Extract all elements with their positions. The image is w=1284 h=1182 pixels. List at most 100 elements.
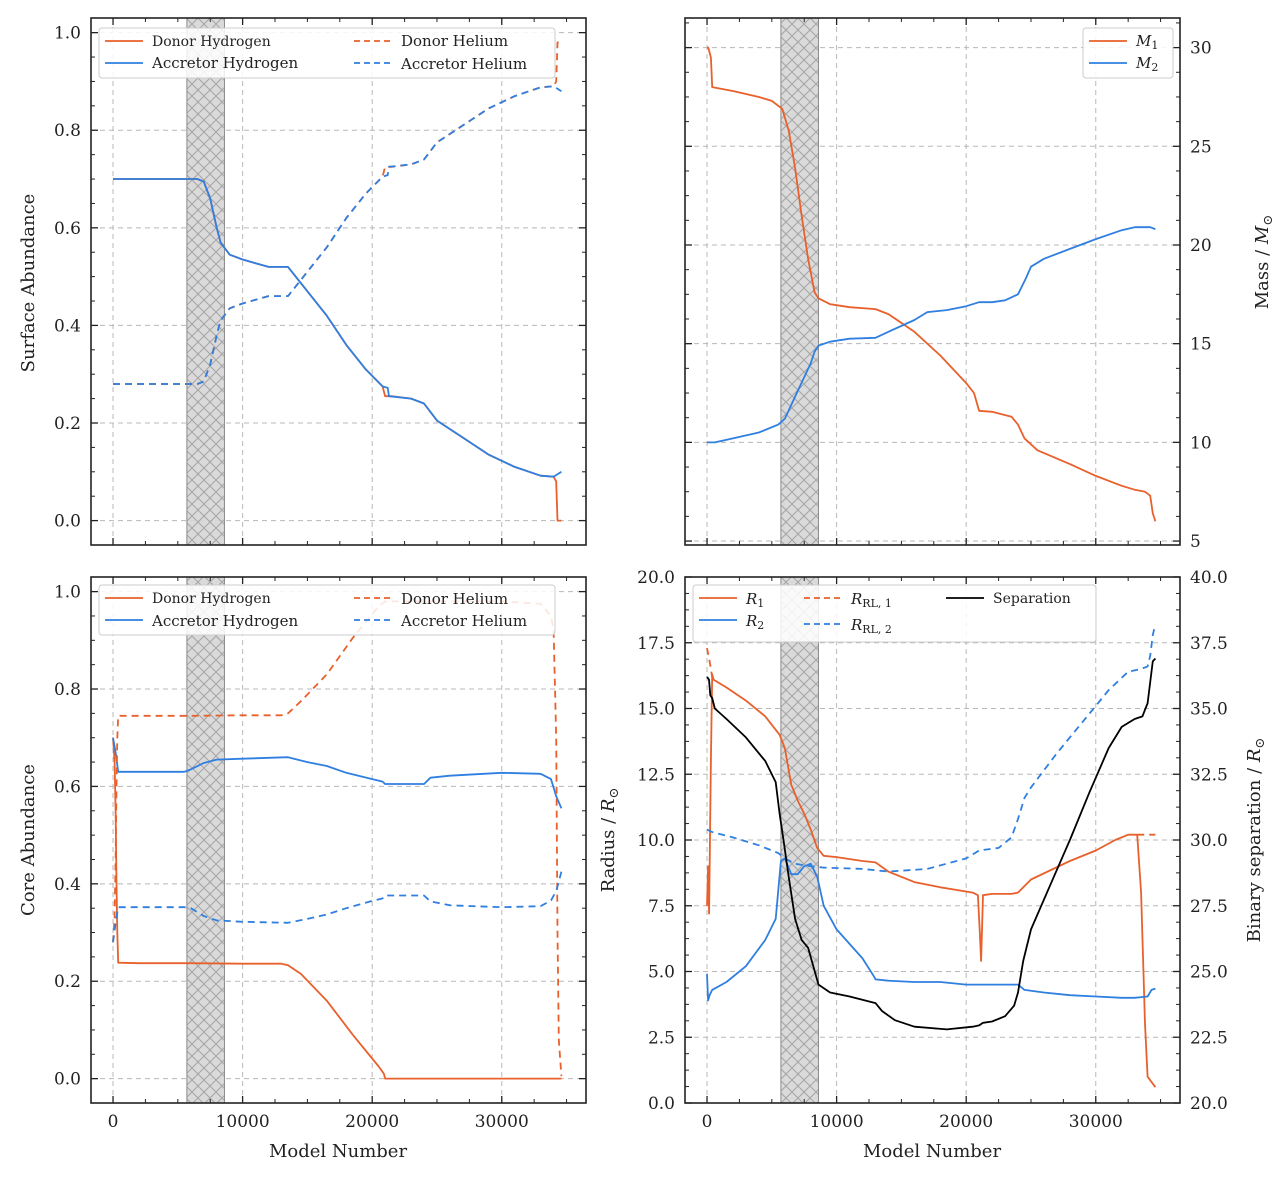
y2-tick-label: 37.5 xyxy=(1190,634,1228,654)
y-tick-label: 20 xyxy=(1190,236,1212,256)
y-axis-label: Radius / R⊙ xyxy=(598,788,622,893)
legend-label-rl2: RRL, 2 xyxy=(850,616,892,636)
y-tick-label: 7.5 xyxy=(648,897,675,917)
legend-symbol-m2: M xyxy=(1135,54,1152,72)
y-tick-label: 15 xyxy=(1190,335,1212,355)
series-line-accretor-helium xyxy=(113,85,562,385)
y2-tick-label: 27.5 xyxy=(1190,897,1228,917)
x-tick-label: 20000 xyxy=(345,1112,399,1132)
series-line-donor-hydrogen xyxy=(112,737,562,1080)
grid xyxy=(685,577,1180,1103)
legend: R1 R2 RRL, 1 RRL, 2 Separation xyxy=(692,584,1097,643)
y-tick-label: 17.5 xyxy=(637,634,675,654)
grid xyxy=(685,18,1180,545)
y-tick-label: 1.0 xyxy=(54,583,81,603)
y-tick-label: 0.0 xyxy=(54,1070,81,1090)
legend-label-accretor-helium: Accretor Helium xyxy=(400,55,527,73)
x-tick-label: 0 xyxy=(108,1112,119,1132)
y2-tick-label: 32.5 xyxy=(1190,765,1228,785)
y-axis-label: Core Abundance xyxy=(18,764,39,916)
legend-label-accretor-hydrogen: Accretor Hydrogen xyxy=(151,54,299,72)
y-axis-label-subscript: ⊙ xyxy=(1261,215,1276,226)
legend: M1 M2 xyxy=(1082,27,1174,79)
y-tick-label: 1.0 xyxy=(54,24,81,44)
legend-label-accretor-helium: Accretor Helium xyxy=(400,612,527,630)
ticks: 0.0 0.2 0.4 0.6 0.8 1.0 xyxy=(54,18,586,545)
y2-tick-label: 40.0 xyxy=(1190,568,1228,588)
y-axis-label: Surface Abundance xyxy=(18,194,39,373)
y-tick-label: 0.2 xyxy=(54,972,81,992)
grid xyxy=(91,577,586,1103)
y-tick-label: 30 xyxy=(1190,39,1212,59)
legend-label-donor-helium: Donor Helium xyxy=(401,590,508,608)
legend-label-r1: R1 xyxy=(745,590,764,610)
y-tick-label: 15.0 xyxy=(637,700,675,720)
series-layer xyxy=(707,46,1157,522)
series-line-m2 xyxy=(707,226,1156,444)
legend-subscript-rl1: RL, 1 xyxy=(862,597,892,610)
y2-tick-label: 25.0 xyxy=(1190,963,1228,983)
y2-axis-label-subscript: ⊙ xyxy=(1253,738,1268,749)
y-tick-label: 0.4 xyxy=(54,316,81,336)
series-line-m1 xyxy=(707,46,1157,522)
y-tick-label: 0.8 xyxy=(54,121,81,141)
y2-tick-label: 20.0 xyxy=(1190,1094,1228,1114)
ticks: 0 10000 20000 30000 0.0 2.5 5.0 7.5 10.0 12.5 15.0… xyxy=(637,568,1180,1132)
axes-frame xyxy=(90,17,587,546)
y-tick-label: 5 xyxy=(1190,532,1201,552)
series-layer xyxy=(112,600,563,1080)
y-tick-label: 0.6 xyxy=(54,777,81,797)
legend-symbol-r1: R xyxy=(745,590,757,608)
y-tick-label: 0.8 xyxy=(54,680,81,700)
ticks-right: 20.0 22.5 25.0 27.5 30.0 32.5 35.0 37.5 40.0 xyxy=(1190,568,1228,1114)
series-line-donor-helium xyxy=(112,600,563,1077)
legend: Donor Hydrogen Accretor Hydrogen Donor H… xyxy=(98,27,556,79)
series-layer xyxy=(113,41,562,522)
series-line-separation xyxy=(706,657,1157,1031)
series-line-accretor-hydrogen xyxy=(113,178,562,478)
legend-subscript-r1: 1 xyxy=(757,597,764,610)
legend-label-m2: M2 xyxy=(1135,54,1158,74)
legend-label-m1: M1 xyxy=(1135,32,1158,52)
legend-subscript-m1: 1 xyxy=(1151,39,1158,52)
y-tick-label: 0.0 xyxy=(54,512,81,532)
x-tick-label: 30000 xyxy=(1069,1112,1123,1132)
legend-label-accretor-hydrogen: Accretor Hydrogen xyxy=(151,612,299,630)
legend-symbol-rl2: R xyxy=(850,616,862,634)
legend-symbol-m1: M xyxy=(1135,32,1152,50)
y-tick-label: 5.0 xyxy=(648,963,675,983)
shaded-region xyxy=(780,576,819,1104)
legend: Donor Hydrogen Accretor Hydrogen Donor H… xyxy=(98,584,556,636)
ticks: 0 10000 20000 30000 0.0 0.2 0.4 0.6 0.8 1.0 xyxy=(54,577,586,1132)
x-tick-label: 20000 xyxy=(939,1112,993,1132)
series-line-accretor-helium xyxy=(112,871,563,943)
legend-symbol-r2: R xyxy=(745,612,757,630)
y-tick-label: 25 xyxy=(1190,137,1212,157)
surface-abundance-panel: 0.0 0.2 0.4 0.6 0.8 1.0 Surface Abundance Don… xyxy=(18,17,587,546)
series-line-r1 xyxy=(706,673,1157,1088)
core-abundance-panel: 0 10000 20000 30000 0.0 0.2 0.4 0.6 0.8 1.0 Core … xyxy=(18,576,587,1162)
legend-subscript-r2: 2 xyxy=(757,619,764,632)
x-tick-label: 30000 xyxy=(475,1112,529,1132)
shaded-region xyxy=(186,576,225,1104)
y-tick-label: 0.2 xyxy=(54,414,81,434)
y-tick-label: 2.5 xyxy=(648,1028,675,1048)
series-line-accretor-hydrogen xyxy=(112,737,563,809)
y-tick-label: 10 xyxy=(1190,433,1212,453)
axes-frame xyxy=(684,576,1181,1104)
legend-label-donor-helium: Donor Helium xyxy=(401,32,508,50)
y-tick-label: 0.4 xyxy=(54,875,81,895)
legend-subscript-rl2: RL, 2 xyxy=(862,623,892,636)
y-axis-label: Mass / M⊙ xyxy=(1252,215,1276,310)
x-tick-label: 0 xyxy=(702,1112,713,1132)
axes-frame xyxy=(90,576,587,1104)
legend-label-r2: R2 xyxy=(745,612,764,632)
radius-separation-panel: 0 10000 20000 30000 0.0 2.5 5.0 7.5 10.0 12.5 15.0… xyxy=(598,568,1268,1162)
legend-subscript-m2: 2 xyxy=(1151,61,1158,74)
y2-axis-label: Binary separation / R⊙ xyxy=(1244,738,1268,943)
x-tick-label: 10000 xyxy=(216,1112,270,1132)
shaded-region xyxy=(186,17,225,546)
y2-tick-label: 35.0 xyxy=(1190,700,1228,720)
y-axis-label-symbol: R xyxy=(598,799,619,814)
y-axis-label-text: Radius / xyxy=(598,812,619,892)
